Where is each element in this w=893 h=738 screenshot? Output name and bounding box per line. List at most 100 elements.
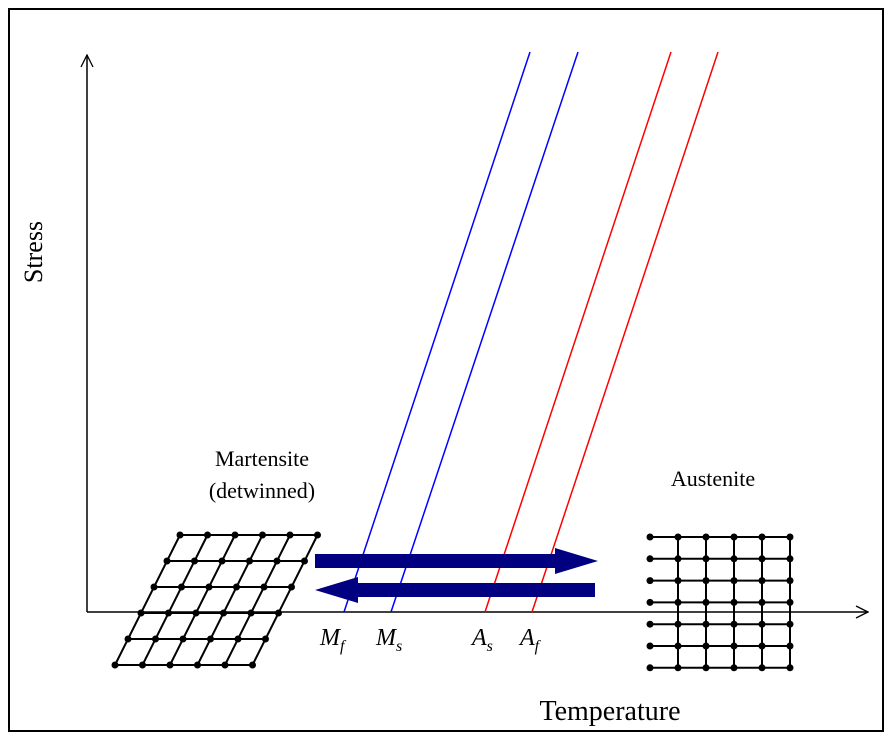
lattice-atom	[730, 598, 738, 606]
lattice-atom	[139, 661, 146, 669]
lattice-atom	[218, 557, 226, 565]
y-axis-label: Stress	[19, 221, 48, 283]
lattice-atom	[646, 555, 654, 563]
lattice-atom	[786, 533, 794, 541]
lattice-atom	[674, 620, 682, 628]
lattice-atom	[646, 664, 654, 672]
lattice-atom	[730, 555, 738, 563]
lattice-atom	[165, 609, 172, 617]
lattice-atom	[152, 635, 159, 643]
label-main: A	[470, 625, 487, 651]
lattice-atom	[111, 661, 119, 669]
transformation-lines	[343, 51, 719, 613]
lattice-atom	[205, 583, 213, 591]
label-main: M	[319, 625, 342, 651]
cooling-arrow	[315, 577, 595, 603]
x-axis-label: Temperature	[539, 696, 680, 727]
lattice-atom	[674, 577, 682, 585]
lattice-atom	[702, 555, 710, 563]
lattice-atom	[288, 583, 295, 591]
line-label: Mf	[319, 625, 347, 655]
lattice-atom	[702, 598, 710, 606]
lattice-atom	[176, 531, 184, 539]
lattice-atom	[674, 642, 682, 650]
lattice-bond	[251, 534, 319, 666]
lattice-atom	[730, 533, 738, 541]
lattice-bond	[196, 534, 264, 666]
lattice-atom	[702, 664, 710, 672]
lattice-atom	[646, 533, 654, 541]
lattice-atom	[259, 531, 266, 539]
mf-line	[343, 51, 531, 613]
lattice-atom	[191, 557, 198, 565]
lattice-atom	[262, 635, 269, 643]
lattice-atom	[260, 583, 268, 591]
lattice-atom	[166, 661, 174, 669]
lattice-atom	[275, 609, 282, 617]
lattice-atom	[786, 577, 794, 585]
line-label: Ms	[375, 625, 402, 655]
lattice-atom	[730, 642, 738, 650]
as-line	[484, 51, 672, 613]
label-main: M	[375, 625, 398, 651]
line-label: Af	[518, 625, 542, 655]
line-labels: Mf Ms As Af	[319, 625, 542, 655]
lattice-atom	[758, 555, 766, 563]
frame	[8, 8, 884, 732]
lattice-atom	[730, 577, 738, 585]
lattice-atom	[273, 557, 281, 565]
lattice-atom	[194, 661, 201, 669]
lattice-atom	[786, 642, 794, 650]
lattice-atom	[674, 533, 682, 541]
lattice-atom	[646, 577, 654, 585]
lattice-atom	[249, 661, 256, 669]
lattice-atom	[786, 598, 794, 606]
lattice-atom	[786, 620, 794, 628]
lattice-atom	[758, 664, 766, 672]
lattice-atom	[247, 609, 255, 617]
lattice-atom	[758, 642, 766, 650]
lattice-atom	[124, 635, 132, 643]
lattice-bond	[169, 534, 236, 666]
lattice-atom	[730, 664, 738, 672]
martensite-note: (detwinned)	[209, 478, 315, 503]
lattice-bond	[114, 534, 181, 666]
label-main: A	[518, 625, 535, 651]
label-sub: f	[535, 638, 542, 655]
lattice-atom	[702, 577, 710, 585]
lattice-atom	[246, 557, 253, 565]
martensite-lattice	[111, 531, 321, 669]
lattice-atom	[730, 620, 738, 628]
lattice-atom	[702, 533, 710, 541]
lattice-atom	[192, 609, 200, 617]
label-sub: f	[340, 638, 347, 655]
lattice-atom	[137, 609, 145, 617]
heating-arrow	[315, 548, 598, 574]
lattice-atom	[758, 577, 766, 585]
lattice-atom	[758, 620, 766, 628]
af-line	[531, 51, 719, 613]
lattice-bond	[224, 534, 291, 666]
lattice-atom	[286, 531, 294, 539]
ms-line	[390, 51, 579, 613]
lattice-atom	[646, 620, 654, 628]
line-label: As	[470, 625, 493, 655]
label-sub: s	[396, 638, 402, 655]
lattice-atom	[204, 531, 211, 539]
lattice-atom	[758, 533, 766, 541]
lattice-atom	[646, 642, 654, 650]
lattice-atom	[179, 635, 187, 643]
lattice-atom	[301, 557, 308, 565]
lattice-atom	[234, 635, 242, 643]
austenite-lattice	[646, 533, 794, 672]
lattice-atom	[674, 598, 682, 606]
lattice-atom	[702, 642, 710, 650]
lattice-atom	[674, 555, 682, 563]
lattice-atom	[314, 531, 321, 539]
lattice-atom	[163, 557, 171, 565]
lattice-atom	[702, 620, 710, 628]
lattice-atom	[207, 635, 214, 643]
martensite-label: Martensite	[215, 446, 309, 471]
austenite-label: Austenite	[671, 466, 755, 491]
